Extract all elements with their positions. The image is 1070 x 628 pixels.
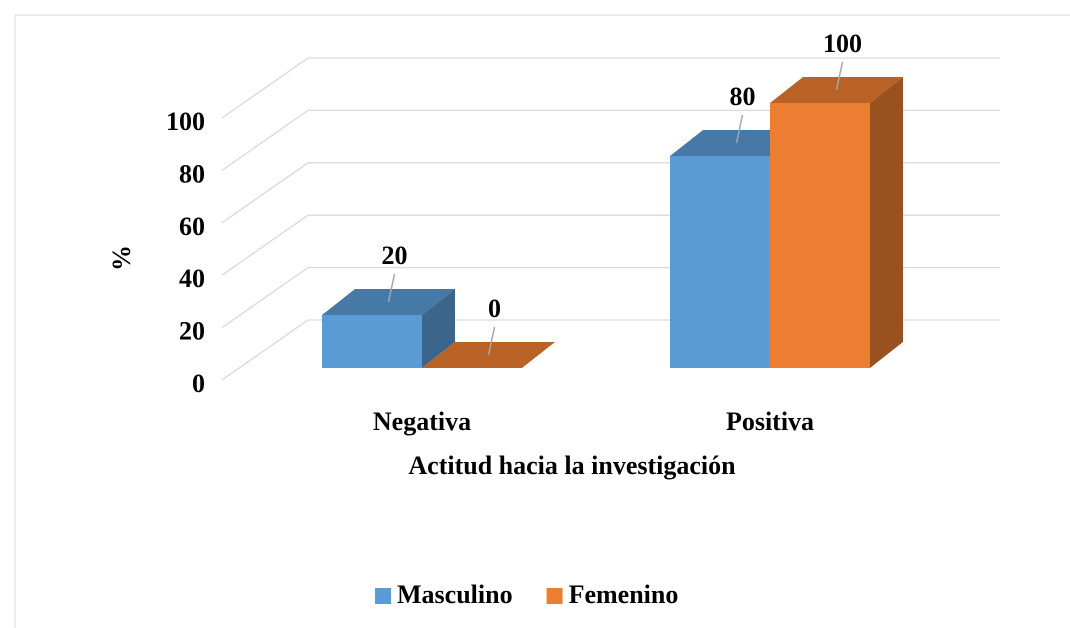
leader-line bbox=[735, 114, 744, 144]
y-axis-title: % bbox=[107, 245, 136, 271]
legend-label: Femenino bbox=[569, 580, 679, 609]
grid-line bbox=[221, 109, 1000, 171]
y-tick-label: 100 bbox=[166, 107, 205, 136]
legend-label: Masculino bbox=[397, 580, 513, 609]
bar-front bbox=[322, 315, 422, 368]
bar-side bbox=[870, 77, 903, 368]
bar-side bbox=[422, 289, 455, 368]
data-label: 0 bbox=[488, 294, 501, 323]
y-tick-label: 80 bbox=[179, 159, 205, 188]
x-tick-label: Positiva bbox=[726, 407, 814, 436]
grid-line bbox=[221, 57, 1000, 119]
chart-border bbox=[14, 14, 1070, 628]
leader-line bbox=[487, 326, 496, 356]
y-tick-label: 0 bbox=[192, 369, 205, 398]
x-tick-label: Negativa bbox=[373, 407, 471, 436]
y-tick-label: 60 bbox=[179, 212, 205, 241]
leader-line bbox=[835, 61, 844, 91]
data-label: 20 bbox=[382, 241, 408, 270]
legend-swatch bbox=[546, 588, 563, 604]
bar-front bbox=[770, 103, 870, 368]
y-tick-label: 40 bbox=[179, 264, 205, 293]
legend-swatch bbox=[375, 588, 391, 604]
x-axis-title: Actitud hacia la investigación bbox=[408, 451, 736, 480]
data-label: 80 bbox=[730, 82, 756, 111]
data-label: 100 bbox=[823, 29, 862, 58]
leader-line bbox=[387, 273, 396, 303]
bar-front bbox=[670, 156, 770, 368]
y-tick-label: 20 bbox=[179, 317, 205, 346]
